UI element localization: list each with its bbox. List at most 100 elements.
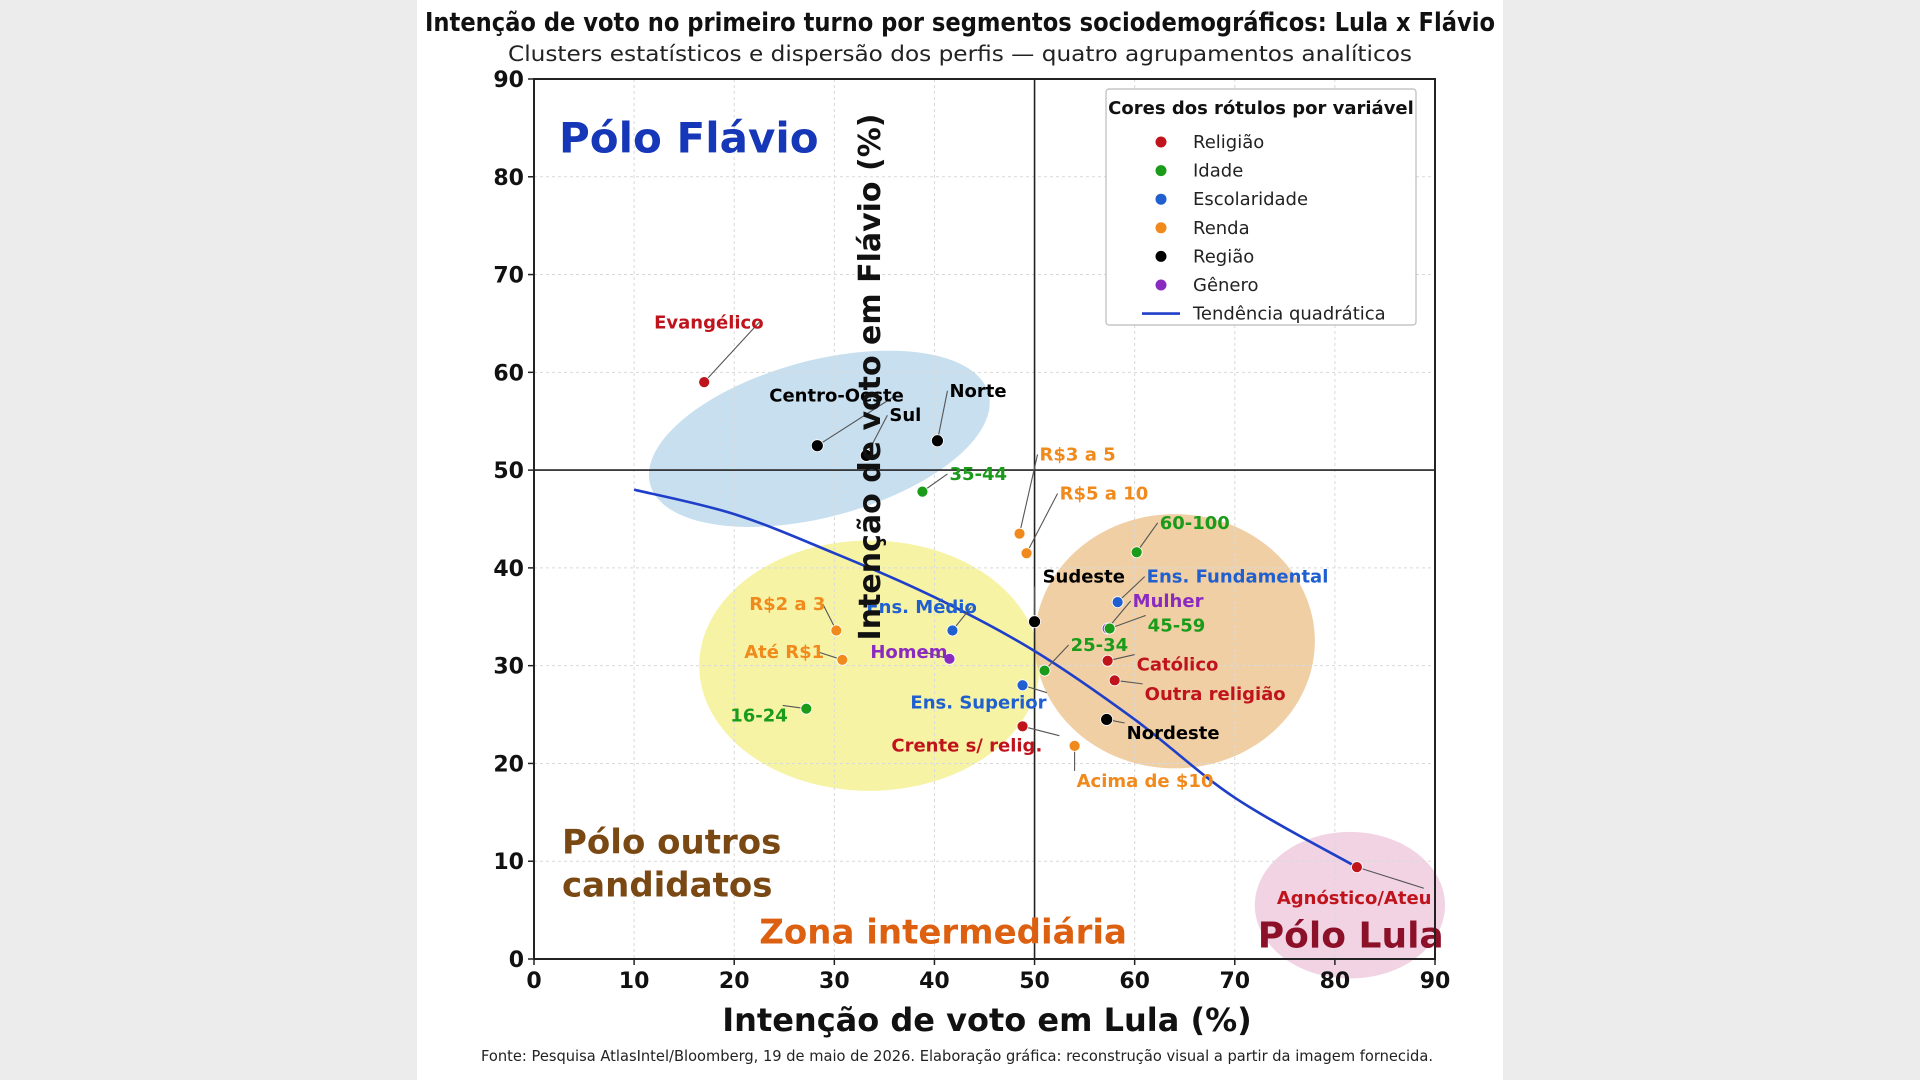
point-label: Agnóstico/Ateu — [1277, 888, 1432, 909]
point-label: Centro-Oeste — [769, 386, 904, 407]
data-point — [1028, 615, 1041, 629]
legend-marker — [1155, 136, 1167, 148]
point-label: Ens. Superior — [910, 693, 1046, 714]
cluster-ellipse-3 — [1034, 514, 1315, 769]
x-tick-label: 40 — [919, 969, 950, 994]
chart-card: Intenção de voto no primeiro turno por s… — [417, 0, 1503, 1080]
label-leader — [1022, 725, 1060, 737]
label-leader — [1026, 493, 1059, 554]
point-label: Evangélico — [654, 312, 763, 333]
y-tick-label: 0 — [509, 948, 524, 973]
trend-line — [633, 488, 1356, 868]
y-tick-label: 60 — [493, 361, 524, 386]
scatter-chart: Intenção de voto no primeiro turno por s… — [425, 8, 1495, 1065]
data-point — [1068, 739, 1081, 752]
legend-marker — [1155, 193, 1167, 205]
label-leader — [936, 390, 949, 441]
label-leader — [1117, 576, 1146, 603]
legend-marker — [1155, 250, 1167, 262]
label-leader — [703, 321, 760, 383]
region-label: Pólo Flávio — [559, 113, 819, 162]
point-label: Acima de $10 — [1077, 771, 1214, 792]
point-label: R$5 a 10 — [1060, 483, 1149, 504]
legend-marker — [1155, 165, 1167, 177]
data-point — [1020, 547, 1033, 560]
point-label: Ens. Fundamental — [1147, 567, 1329, 588]
x-tick-label: 10 — [619, 969, 650, 994]
data-point — [859, 449, 873, 462]
data-point — [1103, 622, 1116, 635]
point-label: 35-44 — [949, 464, 1007, 485]
cluster-ellipse-1 — [648, 350, 990, 527]
y-tick-label: 80 — [493, 166, 524, 191]
data-point — [1130, 546, 1143, 559]
point-label: Sul — [889, 405, 921, 426]
point-label: Homem — [870, 642, 947, 663]
x-axis-label: Intenção de voto em Lula (%) — [722, 1001, 1252, 1039]
legend-box — [1105, 88, 1417, 326]
label-leader — [1356, 866, 1424, 889]
region-label: Zona intermediária — [759, 912, 1127, 952]
point-label: 16-24 — [730, 705, 788, 726]
y-axis-label: Intenção de voto em Flávio (%) — [853, 114, 888, 641]
point-label: Mulher — [1133, 591, 1204, 612]
data-points — [698, 376, 1363, 873]
point-label: Católico — [1137, 655, 1219, 676]
x-tick-label: 0 — [526, 969, 541, 994]
chart-subtitle: Clusters estatísticos e dispersão dos pe… — [508, 42, 1412, 66]
trend-line-group — [633, 488, 1356, 868]
x-tick-label: 70 — [1219, 969, 1250, 994]
x-tick-label: 80 — [1320, 969, 1351, 994]
label-leader — [865, 414, 888, 456]
data-point — [946, 624, 959, 637]
point-label: R$2 a 3 — [749, 594, 825, 615]
source-note: Fonte: Pesquisa AtlasIntel/Bloomberg, 19… — [481, 1047, 1433, 1065]
data-point — [800, 702, 813, 715]
y-tick-label: 10 — [493, 850, 524, 875]
plot-border — [533, 78, 1436, 960]
legend-item-label: Escolaridade — [1193, 189, 1308, 210]
y-tick-label: 70 — [493, 264, 524, 289]
point-label: Ens. Médio — [866, 597, 976, 618]
data-point — [830, 624, 843, 637]
x-tick-label: 30 — [819, 969, 850, 994]
y-tick-label: 50 — [493, 459, 524, 484]
data-point — [1016, 720, 1029, 733]
data-point — [1108, 674, 1121, 687]
data-point — [1013, 527, 1026, 540]
chart-title: Intenção de voto no primeiro turno por s… — [425, 8, 1495, 38]
x-tick-label: 90 — [1420, 969, 1451, 994]
data-point — [1351, 861, 1363, 873]
label-leader — [1019, 454, 1039, 534]
legend-marker — [1155, 222, 1167, 234]
legend-item-label: Religião — [1193, 132, 1264, 153]
legend-item-label: Renda — [1193, 218, 1250, 239]
legend-item-label: Idade — [1193, 161, 1243, 182]
data-point — [1101, 654, 1114, 667]
point-label: Sudeste — [1043, 567, 1125, 588]
region-label: candidatos — [562, 865, 772, 905]
x-tick-labels: 0 10 20 30 40 50 60 70 80 90 — [526, 959, 1450, 994]
label-leader — [1136, 522, 1159, 553]
region-label: Pólo outros — [562, 822, 781, 862]
region-label: Pólo Lula — [1258, 915, 1444, 956]
point-label: 60-100 — [1160, 513, 1230, 534]
data-point — [1100, 713, 1114, 726]
point-label: 25-34 — [1071, 635, 1129, 656]
y-tick-label: 20 — [493, 752, 524, 777]
legend-item-label: Região — [1193, 246, 1254, 267]
legend-item-label: Tendência quadrática — [1192, 304, 1386, 325]
point-label: Crente s/ relig. — [891, 736, 1042, 757]
reference-lines — [534, 79, 1435, 959]
label-leader — [1109, 614, 1146, 630]
cluster-ellipse-4 — [1254, 831, 1446, 979]
x-tick-label: 50 — [1019, 969, 1050, 994]
y-tick-label: 90 — [493, 68, 524, 93]
data-point — [1111, 596, 1124, 609]
cluster-ellipse-2 — [699, 540, 1040, 791]
data-point — [1016, 679, 1029, 692]
legend: Cores dos rótulos por variável Religião Id… — [1105, 88, 1417, 326]
data-point — [943, 652, 956, 665]
point-label: R$3 a 5 — [1040, 444, 1116, 465]
